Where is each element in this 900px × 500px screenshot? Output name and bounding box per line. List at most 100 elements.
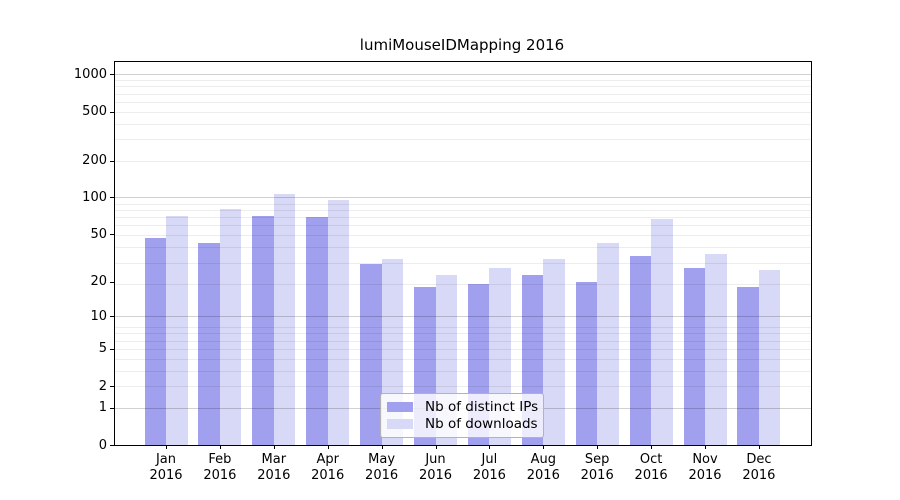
x-tick-mark — [166, 445, 167, 449]
x-tick-label-mar: Mar 2016 — [244, 452, 304, 484]
y-tick-mark — [110, 160, 114, 162]
x-tick-label-feb: Feb 2016 — [190, 452, 250, 484]
bar-jan-distinct-ips — [144, 238, 166, 445]
y-tick-mark — [110, 197, 114, 199]
plot-area: 0 1 2 5 10 20 50 100 200 500 1000 Jan 2016 Feb 2016 Ma… — [74, 61, 812, 483]
y-tick-mark — [110, 281, 114, 283]
bar-oct-distinct-ips — [629, 255, 652, 445]
y-tick-label: 5 — [98, 341, 107, 357]
y-tick-label: 500 — [82, 104, 107, 120]
x-tick-month: Feb — [208, 452, 232, 467]
minor-gridline — [115, 93, 811, 95]
x-tick-year: 2016 — [257, 468, 291, 483]
y-tick-mark — [110, 445, 114, 446]
x-tick-month: Mar — [261, 452, 287, 467]
x-tick-month: May — [368, 452, 396, 467]
x-tick-year: 2016 — [742, 468, 776, 483]
x-tick-mark — [489, 445, 491, 449]
bar-feb-distinct-ips — [198, 243, 220, 445]
x-tick-label-sep: Sep 2016 — [567, 452, 627, 484]
x-tick-month: Jul — [481, 452, 498, 467]
y-tick-label: 50 — [90, 226, 107, 242]
x-tick-mark — [543, 445, 545, 449]
y-tick-mark — [110, 111, 114, 113]
minor-gridline — [115, 123, 811, 125]
bar-mar-distinct-ips — [252, 215, 274, 445]
legend-label-distinct-ips: Nb of distinct IPs — [425, 399, 539, 415]
x-tick-mark — [758, 445, 760, 449]
x-tick-mark — [381, 445, 383, 449]
x-tick-month: Apr — [316, 452, 339, 467]
bar-sep-distinct-ips — [575, 281, 598, 445]
x-tick-label-may: May 2016 — [352, 452, 412, 484]
x-tick-label-jun: Jun 2016 — [406, 452, 466, 484]
x-tick-label-jul: Jul 2016 — [459, 452, 519, 484]
x-tick-year: 2016 — [634, 468, 668, 483]
x-tick-year: 2016 — [203, 468, 237, 483]
x-tick-year: 2016 — [365, 468, 399, 483]
bar-aug-downloads — [543, 259, 565, 445]
bar-jan-downloads — [166, 215, 188, 445]
x-tick-year: 2016 — [580, 468, 614, 483]
x-tick-month: Jan — [155, 452, 177, 467]
chart-title: lumiMouseIDMapping 2016 — [359, 36, 565, 54]
bar-dec-downloads — [758, 270, 781, 445]
legend-swatch-distinct-ips-icon — [387, 402, 413, 412]
bar-nov-downloads — [705, 254, 727, 445]
bar-apr-downloads — [327, 199, 350, 445]
y-tick-label: 0 — [98, 437, 107, 453]
x-tick-year: 2016 — [418, 468, 453, 483]
x-tick-label-jan: Jan 2016 — [136, 452, 196, 484]
bar-sep-downloads — [597, 243, 619, 445]
bar-may-distinct-ips — [360, 264, 382, 445]
x-tick-mark — [327, 445, 329, 449]
y-tick-mark — [110, 386, 114, 388]
x-tick-year: 2016 — [472, 468, 506, 483]
legend-item-downloads: Nb of downloads — [387, 416, 538, 432]
minor-gridline — [115, 160, 811, 162]
x-tick-mark — [651, 445, 653, 449]
y-tick-mark — [110, 348, 114, 350]
major-gridline — [115, 197, 811, 199]
y-tick-mark — [110, 316, 114, 318]
y-tick-mark — [110, 407, 114, 409]
y-tick-label: 100 — [82, 189, 107, 205]
minor-gridline — [115, 80, 811, 82]
y-tick-label: 10 — [90, 308, 107, 324]
y-tick-mark — [110, 74, 114, 76]
minor-gridline — [115, 86, 811, 88]
x-tick-mark — [219, 445, 221, 449]
x-tick-month: Dec — [746, 452, 772, 467]
minor-gridline — [115, 101, 811, 103]
major-gridline — [115, 74, 811, 76]
bar-mar-downloads — [273, 193, 296, 445]
x-tick-mark — [597, 445, 599, 449]
y-tick-mark — [110, 234, 114, 236]
x-tick-label-dec: Dec 2016 — [729, 452, 789, 484]
y-tick-label: 2 — [98, 378, 107, 394]
bar-apr-distinct-ips — [306, 217, 328, 445]
legend: Nb of distinct IPs Nb of downloads — [380, 393, 544, 438]
x-tick-label-nov: Nov 2016 — [675, 452, 735, 484]
x-tick-month: Aug — [530, 452, 556, 467]
x-tick-mark — [273, 445, 275, 449]
bar-oct-downloads — [651, 218, 673, 445]
x-tick-year: 2016 — [688, 468, 722, 483]
legend-swatch-downloads-icon — [387, 419, 413, 429]
legend-item-distinct-ips: Nb of distinct IPs — [387, 399, 539, 415]
x-tick-month: Sep — [584, 452, 610, 467]
x-tick-mark — [705, 445, 706, 449]
x-tick-year: 2016 — [526, 468, 560, 483]
x-tick-year: 2016 — [311, 468, 345, 483]
y-tick-label: 1000 — [73, 66, 107, 82]
x-tick-label-aug: Aug 2016 — [513, 452, 573, 484]
x-tick-label-apr: Apr 2016 — [298, 452, 358, 484]
x-tick-month: Jun — [425, 452, 446, 467]
x-tick-label-oct: Oct 2016 — [621, 452, 681, 484]
minor-gridline — [115, 203, 811, 205]
y-tick-label: 20 — [90, 274, 107, 290]
y-tick-label: 1 — [98, 400, 107, 416]
x-tick-month: Nov — [692, 452, 718, 467]
x-tick-year: 2016 — [149, 468, 183, 483]
